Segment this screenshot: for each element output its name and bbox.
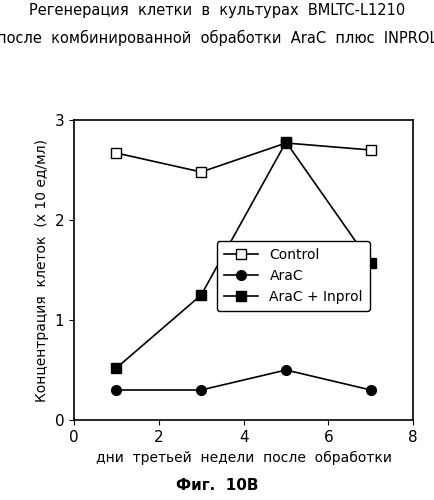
Control [283,140,288,146]
Control [198,169,204,175]
Control [114,150,119,156]
Line: Control: Control [111,138,375,177]
AraC [114,387,119,393]
AraC [198,387,204,393]
Text: Регенерация  клетки  в  культурах  BMLTC-L1210: Регенерация клетки в культурах BMLTC-L12… [30,2,404,18]
Line: AraC + Inprol: AraC + Inprol [111,137,375,373]
AraC [368,387,373,393]
AraC + Inprol [198,292,204,298]
Text: дни  третьей  недели  после  обработки: дни третьей недели после обработки [95,450,391,464]
Line: AraC: AraC [111,365,375,395]
Text: Фиг.  10В: Фиг. 10В [176,478,258,492]
Y-axis label: Концентрация  клеток  (x 10 ед/мл): Концентрация клеток (x 10 ед/мл) [35,138,49,402]
Legend: Control, AraC, AraC + Inprol: Control, AraC, AraC + Inprol [216,241,369,310]
AraC + Inprol [368,260,373,266]
AraC [283,367,288,373]
Text: после  комбинированной  обработки  AraC  плюс  INPROL: после комбинированной обработки AraC плю… [0,30,434,46]
Control [368,147,373,153]
AraC + Inprol [283,139,288,145]
AraC + Inprol [114,365,119,371]
